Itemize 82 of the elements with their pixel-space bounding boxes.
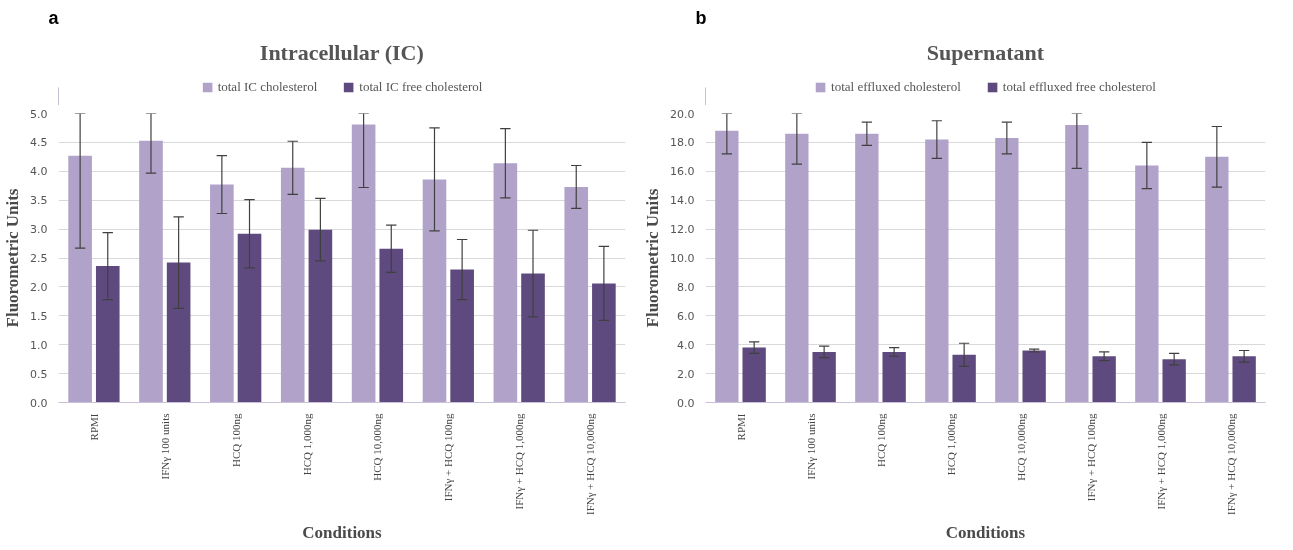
bar bbox=[592, 283, 616, 403]
chart-title: Supernatant bbox=[926, 39, 1045, 65]
bar bbox=[422, 179, 447, 403]
y-axis-title: Fluorometric Units bbox=[3, 188, 23, 328]
bar bbox=[1022, 350, 1046, 403]
bar bbox=[1205, 156, 1229, 403]
x-tick-label: IFNγ + HCQ 1,000ng bbox=[513, 413, 526, 510]
x-tick-label: HCQ 10,000ng bbox=[371, 413, 384, 481]
x-axis-title: Conditions bbox=[302, 523, 383, 543]
bar bbox=[1065, 125, 1089, 403]
bar bbox=[450, 269, 474, 403]
bar bbox=[280, 167, 305, 403]
x-tick-label: HCQ 1,000ng bbox=[944, 413, 957, 476]
legend-label: total effluxed cholesterol bbox=[831, 79, 961, 95]
x-axis-title: Conditions bbox=[945, 523, 1026, 543]
y-tick-label: 8.0 bbox=[677, 280, 695, 294]
bar bbox=[493, 163, 518, 403]
x-tick-label: RPMI bbox=[734, 413, 747, 441]
bar bbox=[785, 133, 809, 403]
x-tick-label: IFNγ + HCQ 100ng bbox=[442, 413, 455, 502]
bar bbox=[742, 347, 766, 403]
y-tick-label: 2.0 bbox=[30, 280, 48, 294]
chart-title: Intracellular (IC) bbox=[259, 39, 424, 65]
y-tick-label: 10.0 bbox=[670, 252, 695, 265]
bar bbox=[925, 139, 949, 403]
legend-label: total effluxed free cholesterol bbox=[1002, 79, 1156, 95]
bar bbox=[812, 351, 836, 403]
bar bbox=[139, 140, 163, 403]
y-tick-label: 2.0 bbox=[677, 367, 695, 381]
bar bbox=[237, 233, 262, 403]
y-tick-label: 0.0 bbox=[30, 396, 48, 410]
text: b bbox=[695, 7, 707, 28]
legend-label: total IC cholesterol bbox=[217, 79, 318, 95]
bar bbox=[1135, 165, 1159, 403]
x-tick-label: IFNγ + HCQ 10,000ng bbox=[1224, 413, 1237, 516]
x-tick-label: IFNγ + HCQ 10,000ng bbox=[584, 413, 597, 516]
y-tick-label: 2.5 bbox=[30, 252, 48, 265]
bar bbox=[210, 184, 234, 403]
y-tick-label: 4.5 bbox=[30, 136, 48, 150]
bar bbox=[1232, 356, 1256, 403]
y-tick-label: 4.0 bbox=[677, 338, 695, 352]
bar bbox=[564, 186, 589, 403]
bar bbox=[95, 266, 120, 403]
y-tick-label: 18.0 bbox=[670, 136, 695, 150]
y-tick-label: 0.5 bbox=[30, 367, 48, 381]
text: a bbox=[48, 7, 60, 28]
x-tick-label: IFNγ 100 units bbox=[804, 413, 817, 480]
x-tick-label: HCQ 100ng bbox=[229, 413, 242, 467]
bar bbox=[1162, 359, 1186, 403]
bar bbox=[521, 273, 545, 403]
x-tick-label: IFNγ + HCQ 100ng bbox=[1084, 413, 1097, 502]
x-tick-label: HCQ 10,000ng bbox=[1014, 413, 1027, 481]
bar bbox=[995, 138, 1019, 403]
bar bbox=[68, 155, 92, 403]
y-tick-label: 16.0 bbox=[670, 165, 695, 179]
legend-label: total IC free cholesterol bbox=[359, 79, 483, 95]
bar bbox=[715, 130, 739, 403]
y-tick-label: 12.0 bbox=[670, 223, 695, 237]
x-tick-label: IFNγ 100 units bbox=[158, 413, 171, 480]
bar bbox=[1092, 356, 1116, 403]
y-tick-label: 5.0 bbox=[30, 107, 48, 121]
y-tick-label: 4.0 bbox=[30, 165, 48, 179]
y-tick-label: 1.0 bbox=[30, 338, 48, 352]
bar bbox=[952, 354, 976, 403]
bar bbox=[166, 262, 191, 403]
x-tick-label: IFNγ + HCQ 1,000ng bbox=[1154, 413, 1167, 510]
bar bbox=[308, 229, 333, 403]
x-tick-label: HCQ 100ng bbox=[874, 413, 887, 467]
x-tick-label: RPMI bbox=[87, 413, 100, 441]
bar bbox=[882, 351, 906, 403]
y-tick-label: 6.0 bbox=[677, 309, 695, 323]
y-axis-title: Fluorometric Units bbox=[643, 188, 663, 328]
y-tick-label: 20.0 bbox=[670, 107, 695, 121]
x-tick-label: HCQ 1,000ng bbox=[300, 413, 313, 476]
bar bbox=[379, 248, 404, 403]
bar bbox=[855, 133, 879, 403]
y-tick-label: 1.5 bbox=[30, 309, 48, 323]
y-tick-label: 3.0 bbox=[30, 223, 48, 237]
y-tick-label: 0.0 bbox=[677, 396, 695, 410]
bar bbox=[351, 124, 376, 403]
y-tick-label: 3.5 bbox=[30, 194, 48, 208]
y-tick-label: 14.0 bbox=[670, 194, 695, 208]
